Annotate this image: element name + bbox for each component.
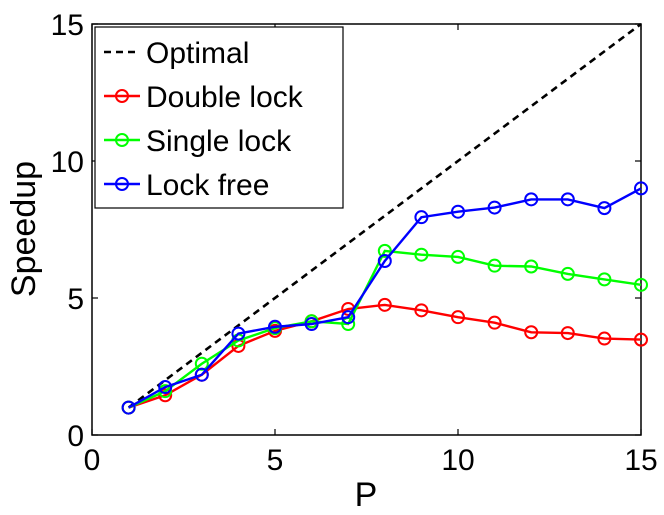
- axis-ticks: [91, 23, 642, 436]
- data-point-lock-free: [524, 192, 539, 207]
- y-tick-label: 10: [51, 146, 84, 179]
- x-tick-label: 10: [441, 444, 474, 477]
- data-point-single-lock: [634, 277, 648, 292]
- data-point-double-lock: [158, 388, 173, 403]
- data-point-double-lock: [597, 331, 612, 346]
- data-point-lock-free: [414, 210, 429, 225]
- data-point-single-lock: [560, 266, 575, 281]
- data-point-double-lock: [451, 310, 465, 325]
- data-point-lock-free: [377, 254, 392, 269]
- series-line-lock-free: [128, 187, 642, 409]
- series-layer: [121, 22, 648, 415]
- legend: Optimal Double lock Single lock Lock free: [94, 26, 344, 209]
- x-axis-label: P: [355, 476, 378, 514]
- x-tick-label: 0: [84, 444, 101, 477]
- series-line-single-lock: [128, 249, 642, 409]
- legend-label-single-lock: Single lock: [146, 125, 292, 158]
- data-point-lock-free: [560, 192, 575, 207]
- data-point-double-lock: [414, 303, 429, 318]
- data-point-lock-free: [597, 201, 612, 216]
- series-line-double-lock: [128, 303, 642, 409]
- x-tick-label: 5: [267, 444, 284, 477]
- data-point-double-lock: [634, 332, 648, 347]
- legend-label-lock-free: Lock free: [146, 169, 269, 202]
- legend-marker-lock-free: [115, 177, 129, 191]
- legend-label-double-lock: Double lock: [146, 81, 304, 114]
- y-tick-label: 5: [67, 283, 84, 316]
- data-point-single-lock: [487, 258, 502, 273]
- data-point-lock-free: [451, 204, 465, 219]
- data-point-lock-free: [341, 310, 356, 325]
- data-point-lock-free: [158, 380, 173, 395]
- series-line-optimal: [127, 22, 642, 409]
- data-point-double-lock: [377, 297, 392, 312]
- data-point-lock-free: [634, 181, 648, 196]
- legend-marker-single-lock: [115, 133, 129, 147]
- data-point-single-lock: [524, 259, 539, 274]
- data-point-lock-free: [194, 367, 209, 382]
- x-tick-label: 15: [624, 444, 657, 477]
- data-point-lock-free: [121, 400, 136, 415]
- data-point-single-lock: [414, 247, 429, 262]
- y-axis-label: Speedup: [5, 161, 43, 297]
- y-tick-label: 0: [67, 420, 84, 453]
- y-tick-label: 15: [51, 9, 84, 42]
- data-point-single-lock: [451, 249, 465, 264]
- legend-label-optimal: Optimal: [146, 37, 249, 70]
- data-point-lock-free: [231, 326, 246, 341]
- data-point-single-lock: [194, 356, 209, 371]
- legend-marker-double-lock: [115, 89, 129, 103]
- data-point-lock-free: [268, 319, 282, 334]
- data-point-double-lock: [487, 315, 502, 330]
- data-point-lock-free: [487, 200, 502, 215]
- data-point-double-lock: [560, 326, 575, 341]
- data-point-single-lock: [377, 243, 392, 258]
- data-point-single-lock: [597, 272, 612, 287]
- data-point-lock-free: [304, 317, 319, 332]
- legend-box: [94, 26, 344, 209]
- tick-labels: 0 5 10 15 0 5 10 15: [51, 9, 658, 477]
- data-point-double-lock: [524, 325, 539, 340]
